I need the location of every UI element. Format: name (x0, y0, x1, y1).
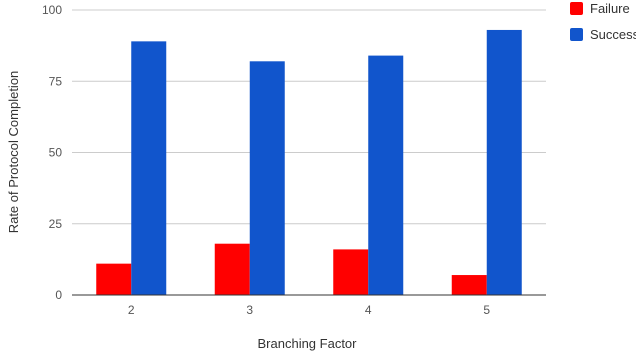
x-tick-label: 2 (128, 303, 135, 317)
bar-success-3 (249, 61, 285, 295)
x-tick-label: 3 (246, 303, 253, 317)
bar-success-5 (486, 29, 522, 295)
x-axis-title: Branching Factor (258, 336, 358, 351)
x-tick-label: 4 (365, 303, 372, 317)
y-tick-label: 75 (49, 74, 63, 88)
bar-success-2 (131, 41, 167, 295)
y-tick-label: 25 (49, 217, 63, 231)
x-tick-label: 5 (483, 303, 490, 317)
bars (96, 29, 522, 295)
y-axis-ticks: 0 25 50 75 100 (42, 3, 62, 302)
legend-label-success: Success (590, 27, 636, 42)
bar-failure-3 (214, 243, 250, 295)
bar-failure-5 (451, 275, 487, 295)
y-tick-label: 100 (42, 3, 62, 17)
y-axis-title: Rate of Protocol Completion (6, 71, 21, 234)
legend: Failure Success (570, 1, 636, 42)
legend-swatch-success (570, 28, 583, 41)
bar-success-4 (368, 55, 404, 295)
bar-failure-2 (96, 263, 132, 295)
legend-swatch-failure (570, 2, 583, 15)
y-tick-label: 0 (55, 288, 62, 302)
bar-failure-4 (333, 249, 369, 295)
y-tick-label: 50 (49, 146, 63, 160)
legend-label-failure: Failure (590, 1, 630, 16)
x-axis-ticks: 2 3 4 5 (128, 303, 491, 317)
